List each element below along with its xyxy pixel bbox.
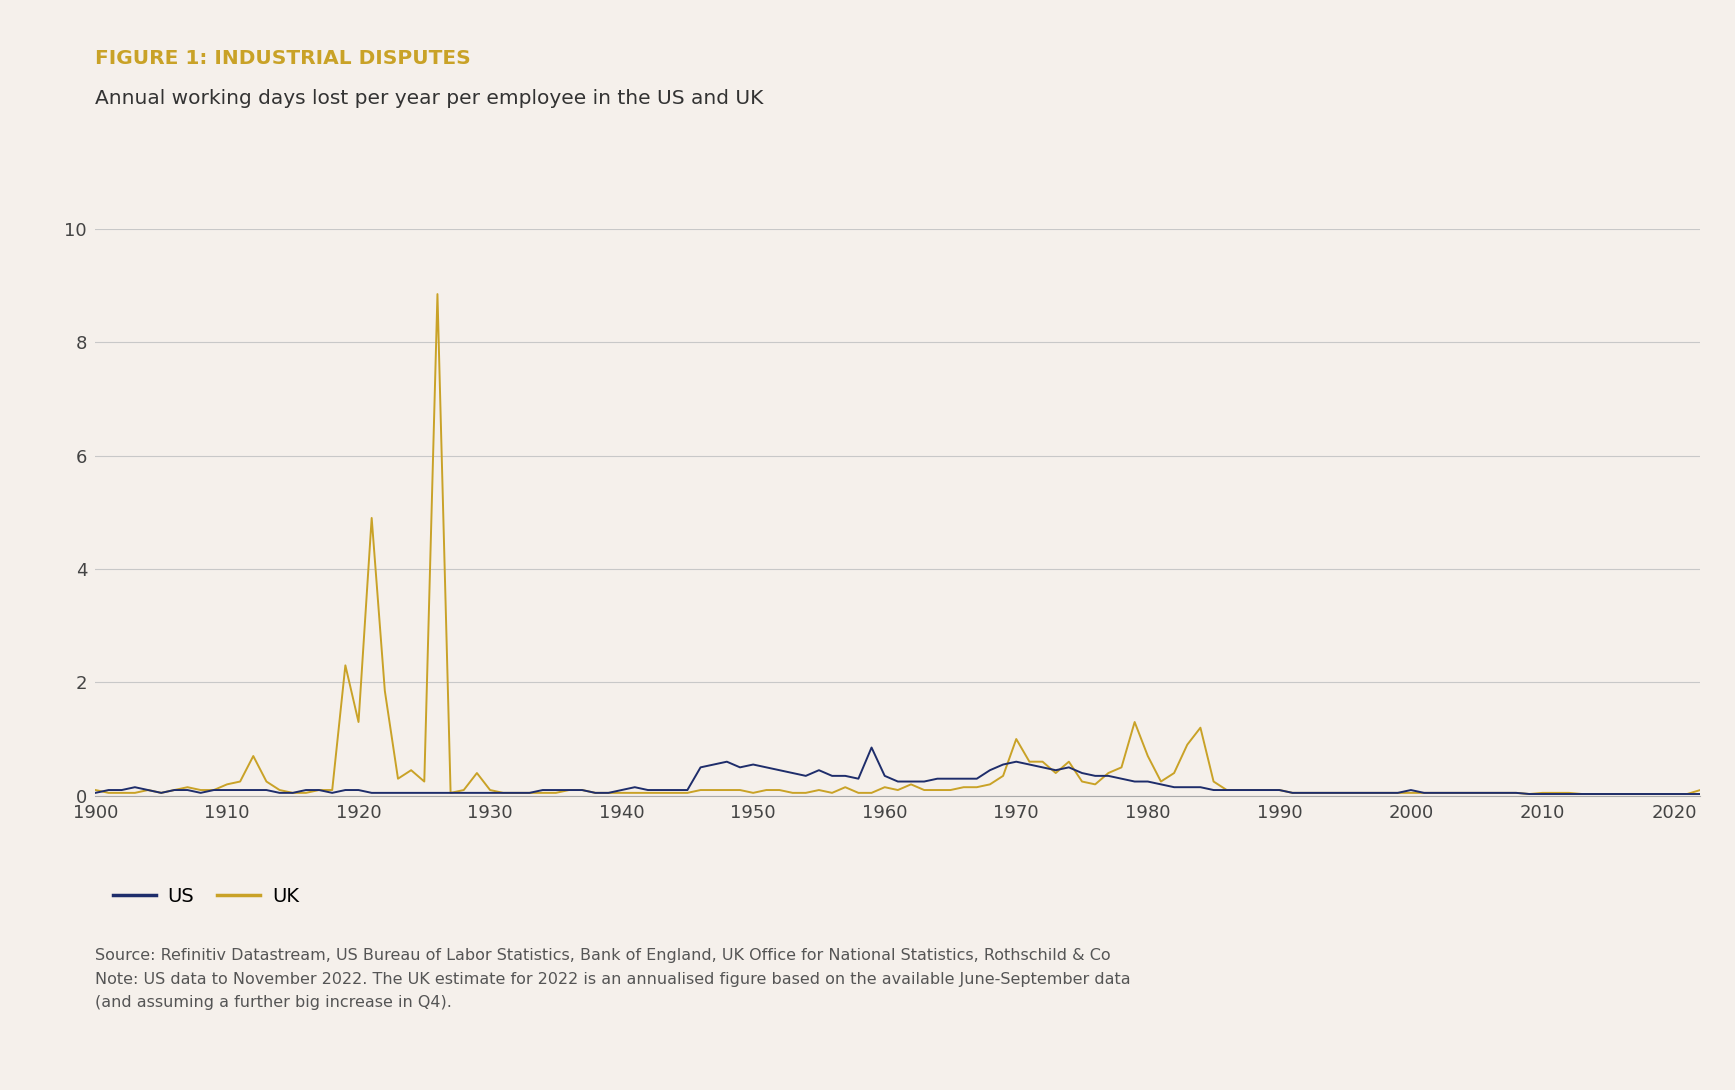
Text: Annual working days lost per year per employee in the US and UK: Annual working days lost per year per em… (95, 89, 763, 108)
Text: FIGURE 1: INDUSTRIAL DISPUTES: FIGURE 1: INDUSTRIAL DISPUTES (95, 49, 472, 68)
Legend: US, UK: US, UK (106, 880, 307, 913)
Text: Source: Refinitiv Datastream, US Bureau of Labor Statistics, Bank of England, UK: Source: Refinitiv Datastream, US Bureau … (95, 948, 1131, 1010)
